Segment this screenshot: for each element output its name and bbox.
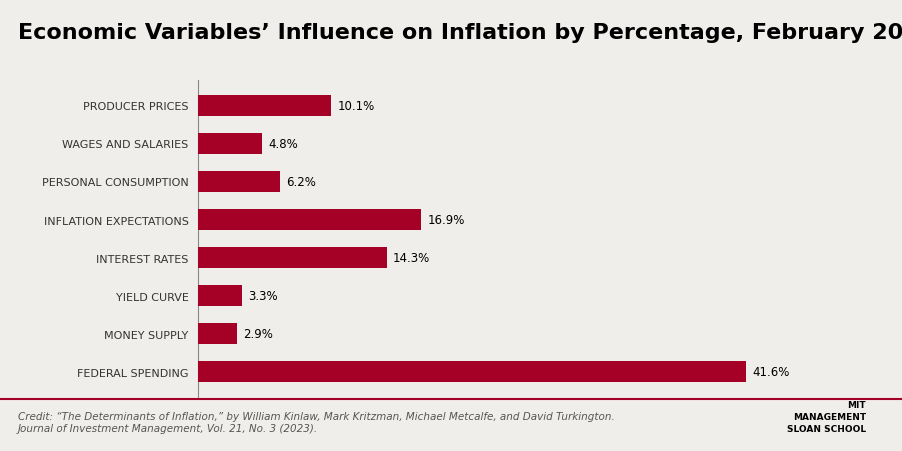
Bar	[198, 96, 331, 116]
Text: 2.9%: 2.9%	[244, 327, 273, 341]
Bar	[198, 171, 280, 193]
Text: 16.9%: 16.9%	[428, 213, 465, 226]
Text: 14.3%: 14.3%	[393, 252, 430, 265]
Bar	[198, 324, 236, 345]
Text: Credit: “The Determinants of Inflation,” by William Kinlaw, Mark Kritzman, Micha: Credit: “The Determinants of Inflation,”…	[18, 411, 615, 433]
Text: 4.8%: 4.8%	[268, 138, 298, 151]
Bar	[198, 362, 746, 382]
Text: 3.3%: 3.3%	[248, 290, 278, 303]
Bar	[198, 285, 242, 307]
Bar	[198, 248, 387, 268]
Text: 41.6%: 41.6%	[752, 366, 789, 378]
Text: MIT
MANAGEMENT
SLOAN SCHOOL: MIT MANAGEMENT SLOAN SCHOOL	[787, 400, 866, 433]
Text: 10.1%: 10.1%	[338, 100, 375, 112]
Bar	[198, 210, 420, 230]
Bar	[198, 133, 262, 154]
Text: Economic Variables’ Influence on Inflation by Percentage, February 2022: Economic Variables’ Influence on Inflati…	[18, 23, 902, 42]
Text: 6.2%: 6.2%	[287, 175, 317, 189]
